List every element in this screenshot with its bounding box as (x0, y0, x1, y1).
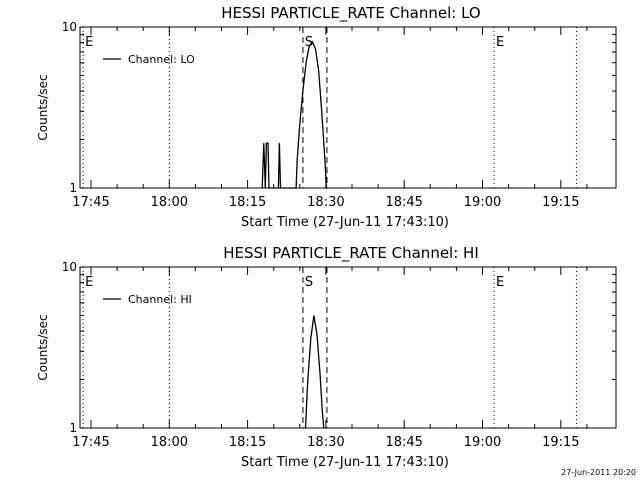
x-tick-label: 18:00 (151, 195, 188, 210)
series-line (261, 40, 328, 189)
y-axis-label: Counts/sec (36, 74, 50, 140)
marker-label: E (85, 35, 93, 50)
plot-frame (79, 266, 617, 429)
marker-label: E (496, 35, 504, 50)
x-tick-label: 19:15 (542, 195, 579, 210)
x-tick-label: 17:45 (72, 435, 109, 450)
marker-label: S (305, 35, 313, 50)
x-tick-label: 19:00 (464, 195, 501, 210)
y-tick-label: 1 (69, 181, 77, 195)
series-line (304, 315, 325, 429)
y-tick-label: 10 (62, 20, 77, 34)
y-tick-label: 10 (62, 260, 77, 274)
plot-frame (79, 26, 617, 189)
x-tick-label: 17:45 (72, 195, 109, 210)
chart-title: HESSI PARTICLE_RATE Channel: HI (223, 244, 479, 263)
x-tick-label: 19:00 (464, 435, 501, 450)
marker-label: S (305, 275, 313, 290)
x-tick-label: 18:45 (385, 435, 422, 450)
marker-label: E (496, 275, 504, 290)
footer-timestamp: 27-Jun-2011 20:20 (561, 468, 636, 477)
x-axis-label: Start Time (27-Jun-11 17:43:10) (241, 215, 449, 230)
legend-label: Channel: LO (128, 53, 195, 66)
x-tick-label: 18:30 (307, 195, 344, 210)
x-tick-label: 18:15 (229, 195, 266, 210)
legend-label: Channel: HI (128, 293, 192, 306)
chart-title: HESSI PARTICLE_RATE Channel: LO (221, 4, 480, 23)
x-tick-label: 18:45 (385, 195, 422, 210)
y-axis-label: Counts/sec (36, 314, 50, 380)
marker-label: E (85, 275, 93, 290)
x-axis-label: Start Time (27-Jun-11 17:43:10) (241, 455, 449, 470)
x-tick-label: 18:00 (151, 435, 188, 450)
x-tick-label: 18:30 (307, 435, 344, 450)
x-tick-label: 19:15 (542, 435, 579, 450)
y-tick-label: 1 (69, 421, 77, 435)
x-tick-label: 18:15 (229, 435, 266, 450)
